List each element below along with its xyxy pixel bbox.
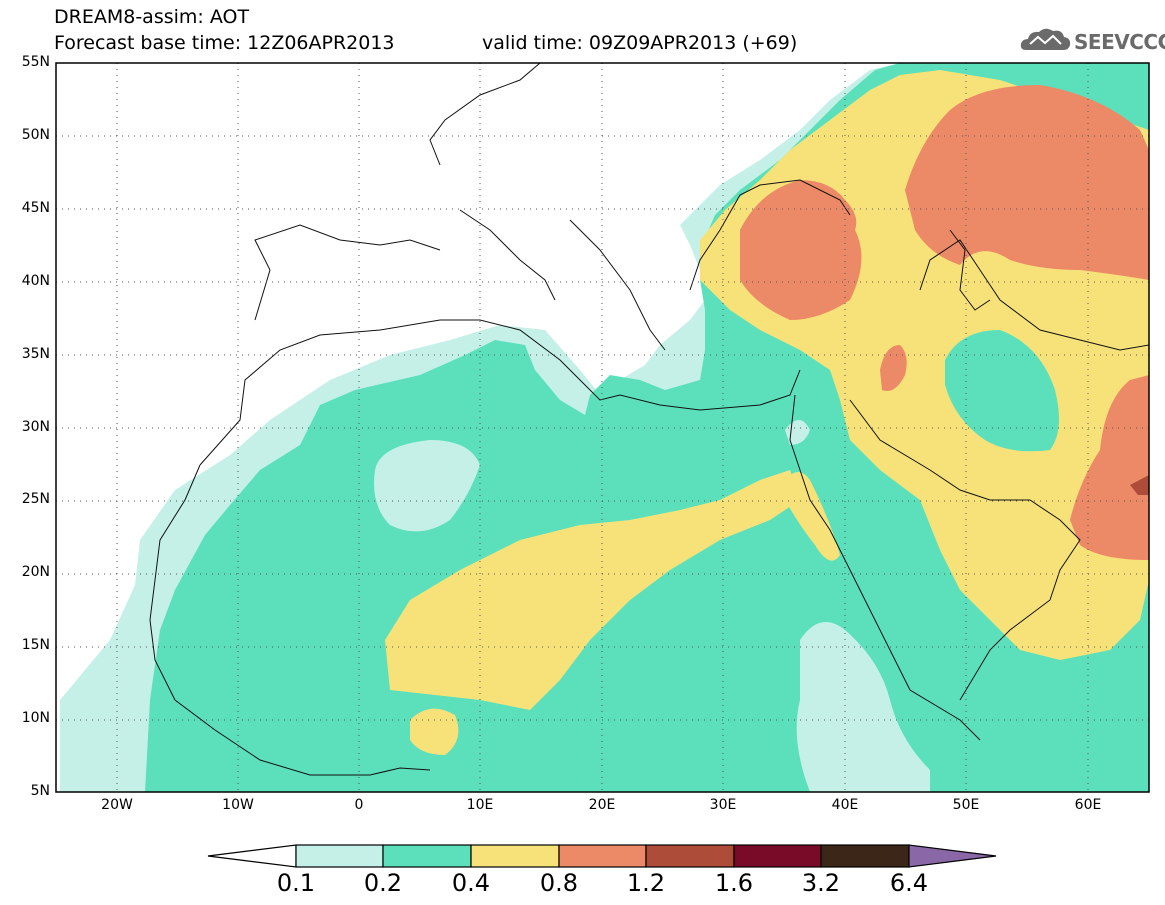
- y-tick-label: 10N: [21, 710, 50, 727]
- aot-patch-0.4-redsea: [780, 472, 840, 561]
- y-tick-label: 45N: [21, 199, 50, 216]
- forecast-base-time: Forecast base time: 12Z06APR2013: [54, 32, 395, 54]
- aot-patch-0.2-iran: [945, 330, 1059, 452]
- colorbar-segment-0.1: [295, 844, 384, 868]
- colorbar-segment-0.2: [382, 844, 472, 868]
- y-tick-label: 40N: [21, 272, 50, 289]
- colorbar-tick-label: 1.2: [626, 869, 666, 897]
- colorbar-segment-0.4: [470, 844, 560, 868]
- y-tick-label: 55N: [21, 54, 50, 70]
- x-tick-label: 10W: [222, 797, 254, 813]
- aot-band-0.8-iraq: [880, 345, 907, 391]
- colorbar-segment-above-6.4: [908, 844, 997, 868]
- colorbar-tick-label: 3.2: [801, 869, 841, 897]
- seevccc-logo: SEEVCCC: [1018, 24, 1165, 60]
- y-tick-label: 5N: [30, 783, 50, 799]
- colorbar-tick-label: 0.8: [539, 869, 579, 897]
- colorbar-segment-3.2: [820, 844, 910, 868]
- y-tick-label: 50N: [21, 126, 50, 143]
- x-tick-label: 0: [354, 797, 364, 813]
- colorbar-segment-below-0.1: [207, 844, 297, 868]
- colorbar-segment-0.8: [558, 844, 647, 868]
- x-tick-label: 30E: [709, 797, 737, 813]
- x-tick-label: 60E: [1074, 797, 1102, 813]
- aot-band-1.2-pakistan: [1130, 475, 1149, 495]
- colorbar-tick-label: 1.6: [714, 869, 754, 897]
- colorbar-segment-1.2: [645, 844, 735, 868]
- aot-band-0.8-pakistan: [1070, 375, 1149, 560]
- y-tick-label: 20N: [21, 564, 50, 581]
- aot-contours: [60, 63, 1149, 792]
- y-tick-label: 15N: [21, 637, 50, 654]
- aot-band-0.4: [385, 470, 800, 710]
- x-tick-label: 20W: [101, 797, 133, 813]
- colorbar-tick-label: 0.2: [363, 869, 403, 897]
- coastlines: [149, 63, 1149, 776]
- lat-lon-grid: [56, 63, 1149, 792]
- y-tick-label: 35N: [21, 345, 50, 362]
- x-tick-label: 40E: [831, 797, 859, 813]
- valid-time: valid time: 09Z09APR2013 (+69): [482, 32, 798, 54]
- y-tick-label: 30N: [21, 418, 50, 435]
- x-tick-label: 50E: [952, 797, 980, 813]
- x-tick-label: 20E: [588, 797, 616, 813]
- x-tick-label: 10E: [466, 797, 494, 813]
- map-title: DREAM8-assim: AOT: [54, 6, 250, 28]
- y-tick-label: 25N: [21, 491, 50, 508]
- aot-band-0.8-blacksea: [740, 180, 862, 320]
- cloud-icon: [1020, 28, 1071, 50]
- aot-patch-0.1-sahara: [374, 440, 480, 532]
- colorbar: [207, 844, 997, 868]
- aot-patch-0.1-ethiopia: [796, 622, 930, 792]
- colorbar-segment-1.6: [733, 844, 822, 868]
- colorbar-tick-label: 0.4: [451, 869, 491, 897]
- colorbar-tick-label: 6.4: [889, 869, 929, 897]
- map-frame: [55, 62, 1150, 793]
- colorbar-tick-label: 0.1: [276, 869, 316, 897]
- logo-text: SEEVCCC: [1074, 30, 1165, 54]
